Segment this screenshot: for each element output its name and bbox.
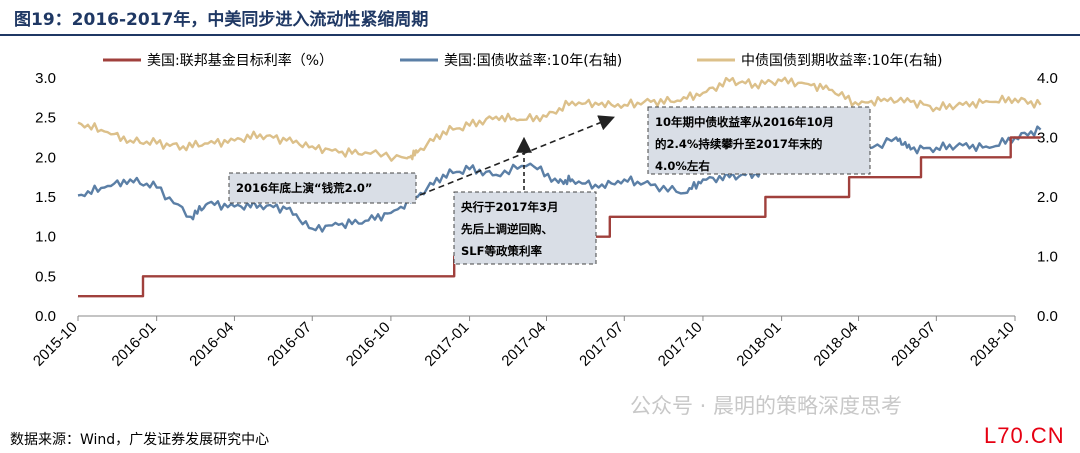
series-line-2 bbox=[77, 76, 1042, 162]
y-left-tick-label: 1.5 bbox=[35, 189, 56, 206]
corner-logo: L70.CN bbox=[984, 423, 1065, 448]
x-tick-label: 2018-04 bbox=[810, 319, 861, 370]
annotation-box bbox=[228, 172, 417, 204]
y-left-tick-label: 2.5 bbox=[35, 110, 56, 127]
annotation-text: 的2.4%持续攀升至2017年末的 bbox=[655, 137, 822, 151]
y-left-tick-label: 0.0 bbox=[35, 308, 56, 325]
x-tick-label: 2017-10 bbox=[655, 319, 706, 370]
y-right-tick-label: 0.0 bbox=[1037, 308, 1058, 325]
y-right-tick-label: 3.0 bbox=[1037, 130, 1058, 147]
x-tick-label: 2016-10 bbox=[343, 319, 394, 370]
y-right-tick-label: 1.0 bbox=[1037, 249, 1058, 266]
x-tick-label: 2018-07 bbox=[888, 319, 939, 370]
source-note: 数据来源：Wind，广发证券发展研究中心 bbox=[10, 432, 270, 448]
title-bar: 图19：2016-2017年，中美同步进入流动性紧缩周期 bbox=[0, 0, 1080, 34]
legend-label: 中债国债到期收益率:10年(右轴) bbox=[741, 52, 942, 69]
x-tick-label: 2018-01 bbox=[733, 319, 784, 370]
chart-series bbox=[77, 76, 1042, 298]
annotation-text: 先后上调逆回购、 bbox=[461, 222, 553, 236]
annotation-box bbox=[453, 191, 597, 265]
x-tick-label: 2015-10 bbox=[30, 319, 81, 370]
x-tick-label: 2017-07 bbox=[576, 319, 627, 370]
y-right-tick-label: 2.0 bbox=[1037, 189, 1058, 206]
chart: 美国:联邦基金目标利率（%） 美国:国债收益率:10年(右轴) 中债国债到期收益率:… bbox=[30, 52, 1058, 370]
series-line-1 bbox=[77, 125, 1042, 233]
x-tick-label: 2017-04 bbox=[498, 319, 549, 370]
y-left-tick-label: 0.5 bbox=[35, 268, 56, 285]
y-left-tick-label: 1.0 bbox=[35, 229, 56, 246]
annotation-text: 央行于2017年3月 bbox=[461, 200, 559, 214]
x-tick-label: 2016-04 bbox=[186, 319, 237, 370]
annotation-text: 4.0%左右 bbox=[655, 159, 710, 173]
y-left-tick-label: 3.0 bbox=[35, 70, 56, 87]
annotation-text: SLF等政策利率 bbox=[461, 244, 542, 258]
trend-arrow bbox=[419, 115, 615, 196]
annotation-text: 10年期中债收益率从2016年10月 bbox=[655, 115, 834, 129]
chart-legend: 美国:联邦基金目标利率（%） 美国:国债收益率:10年(右轴) 中债国债到期收益率:… bbox=[103, 52, 942, 69]
annotation-box bbox=[647, 106, 871, 175]
x-tick-label: 2017-01 bbox=[421, 319, 472, 370]
legend-label: 美国:国债收益率:10年(右轴) bbox=[444, 52, 622, 69]
x-tick-label: 2018-10 bbox=[967, 319, 1018, 370]
page-title: 图19：2016-2017年，中美同步进入流动性紧缩周期 bbox=[14, 10, 429, 30]
annotation-text: 2016年底上演“钱荒2.0” bbox=[236, 181, 373, 195]
legend-label: 美国:联邦基金目标利率（%） bbox=[147, 52, 333, 69]
title-divider bbox=[0, 34, 1080, 36]
x-tick-label: 2016-07 bbox=[264, 319, 315, 370]
series-line-0 bbox=[78, 136, 1041, 298]
x-tick-label: 2016-01 bbox=[109, 319, 160, 370]
watermark: 公众号 · 晨明的策略深度思考 bbox=[630, 394, 903, 418]
y-left-tick-label: 2.0 bbox=[35, 149, 56, 166]
y-right-tick-label: 4.0 bbox=[1037, 70, 1058, 87]
